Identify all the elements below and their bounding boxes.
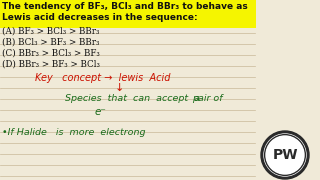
Text: PW: PW (272, 148, 298, 162)
Text: Species  that  can  accept  a: Species that can accept a (65, 94, 200, 103)
Text: ↓: ↓ (115, 83, 124, 93)
Text: pair of: pair of (192, 94, 223, 103)
Text: e⁻: e⁻ (95, 107, 107, 117)
Text: Lewis acid decreases in the sequence:: Lewis acid decreases in the sequence: (2, 13, 198, 22)
Circle shape (266, 136, 304, 174)
Text: The tendency of BF₃, BCl₃ and BBr₃ to behave as: The tendency of BF₃, BCl₃ and BBr₃ to be… (2, 2, 248, 11)
Bar (0, 0, 256, 28)
Circle shape (261, 131, 309, 179)
Text: (C) BBr₃ > BCl₃ > BF₃: (C) BBr₃ > BCl₃ > BF₃ (2, 49, 100, 58)
Text: (D) BBr₃ > BF₃ > BCl₃: (D) BBr₃ > BF₃ > BCl₃ (2, 60, 100, 69)
Text: (A) BF₃ > BCl₃ > BBr₃: (A) BF₃ > BCl₃ > BBr₃ (2, 27, 100, 36)
Text: (B) BCl₃ > BF₃ > BBr₃: (B) BCl₃ > BF₃ > BBr₃ (2, 38, 100, 47)
Circle shape (264, 134, 306, 176)
Text: Key   concept →  lewis  Acid: Key concept → lewis Acid (35, 73, 171, 83)
Text: •If Halide   is  more  electrong: •If Halide is more electrong (2, 128, 146, 137)
